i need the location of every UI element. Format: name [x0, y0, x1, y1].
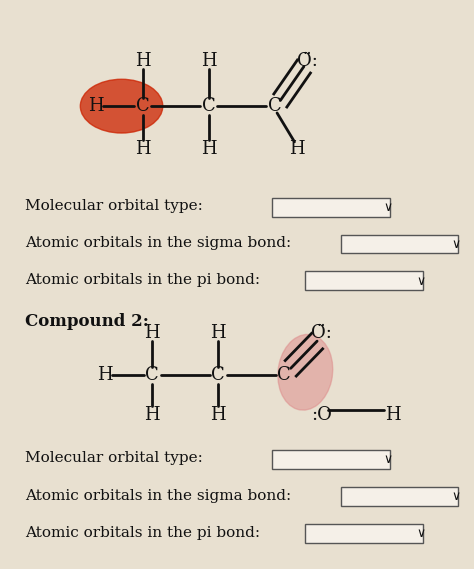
- Text: Ö:: Ö:: [311, 324, 332, 341]
- Text: H: H: [88, 97, 103, 115]
- Ellipse shape: [80, 79, 163, 133]
- Text: Molecular orbital type:: Molecular orbital type:: [25, 199, 203, 213]
- Text: H: H: [135, 52, 151, 70]
- Text: ∨: ∨: [416, 275, 425, 287]
- Text: H: H: [135, 139, 151, 158]
- FancyBboxPatch shape: [341, 234, 458, 253]
- Text: Molecular orbital type:: Molecular orbital type:: [25, 451, 203, 465]
- Text: H: H: [385, 406, 401, 424]
- Text: ∨: ∨: [452, 490, 461, 504]
- Text: C: C: [136, 97, 150, 115]
- Text: H: H: [210, 324, 226, 341]
- Text: C: C: [268, 97, 282, 115]
- Text: Atomic orbitals in the pi bond:: Atomic orbitals in the pi bond:: [25, 273, 260, 287]
- Text: H: H: [97, 366, 113, 384]
- Text: C: C: [146, 366, 159, 384]
- FancyBboxPatch shape: [273, 198, 390, 217]
- FancyBboxPatch shape: [341, 487, 458, 506]
- FancyBboxPatch shape: [305, 271, 423, 290]
- Text: ∨: ∨: [383, 453, 392, 466]
- Text: ∨: ∨: [383, 201, 392, 214]
- Text: C: C: [202, 97, 216, 115]
- Text: H: H: [290, 139, 305, 158]
- FancyBboxPatch shape: [273, 450, 390, 468]
- Text: Atomic orbitals in the sigma bond:: Atomic orbitals in the sigma bond:: [25, 489, 291, 502]
- Text: H: H: [145, 324, 160, 341]
- Text: Compound 2:: Compound 2:: [25, 313, 149, 330]
- Text: C: C: [211, 366, 225, 384]
- Text: ∨: ∨: [452, 238, 461, 251]
- Text: Atomic orbitals in the sigma bond:: Atomic orbitals in the sigma bond:: [25, 236, 291, 250]
- Text: C: C: [277, 366, 291, 384]
- Text: Atomic orbitals in the pi bond:: Atomic orbitals in the pi bond:: [25, 526, 260, 539]
- Text: H: H: [201, 139, 217, 158]
- Text: H: H: [210, 406, 226, 424]
- Text: :O: :O: [311, 406, 332, 424]
- Text: Ö:: Ö:: [297, 52, 318, 70]
- Text: ∨: ∨: [416, 527, 425, 540]
- FancyBboxPatch shape: [305, 524, 423, 543]
- Text: H: H: [201, 52, 217, 70]
- Text: H: H: [145, 406, 160, 424]
- Ellipse shape: [278, 335, 333, 410]
